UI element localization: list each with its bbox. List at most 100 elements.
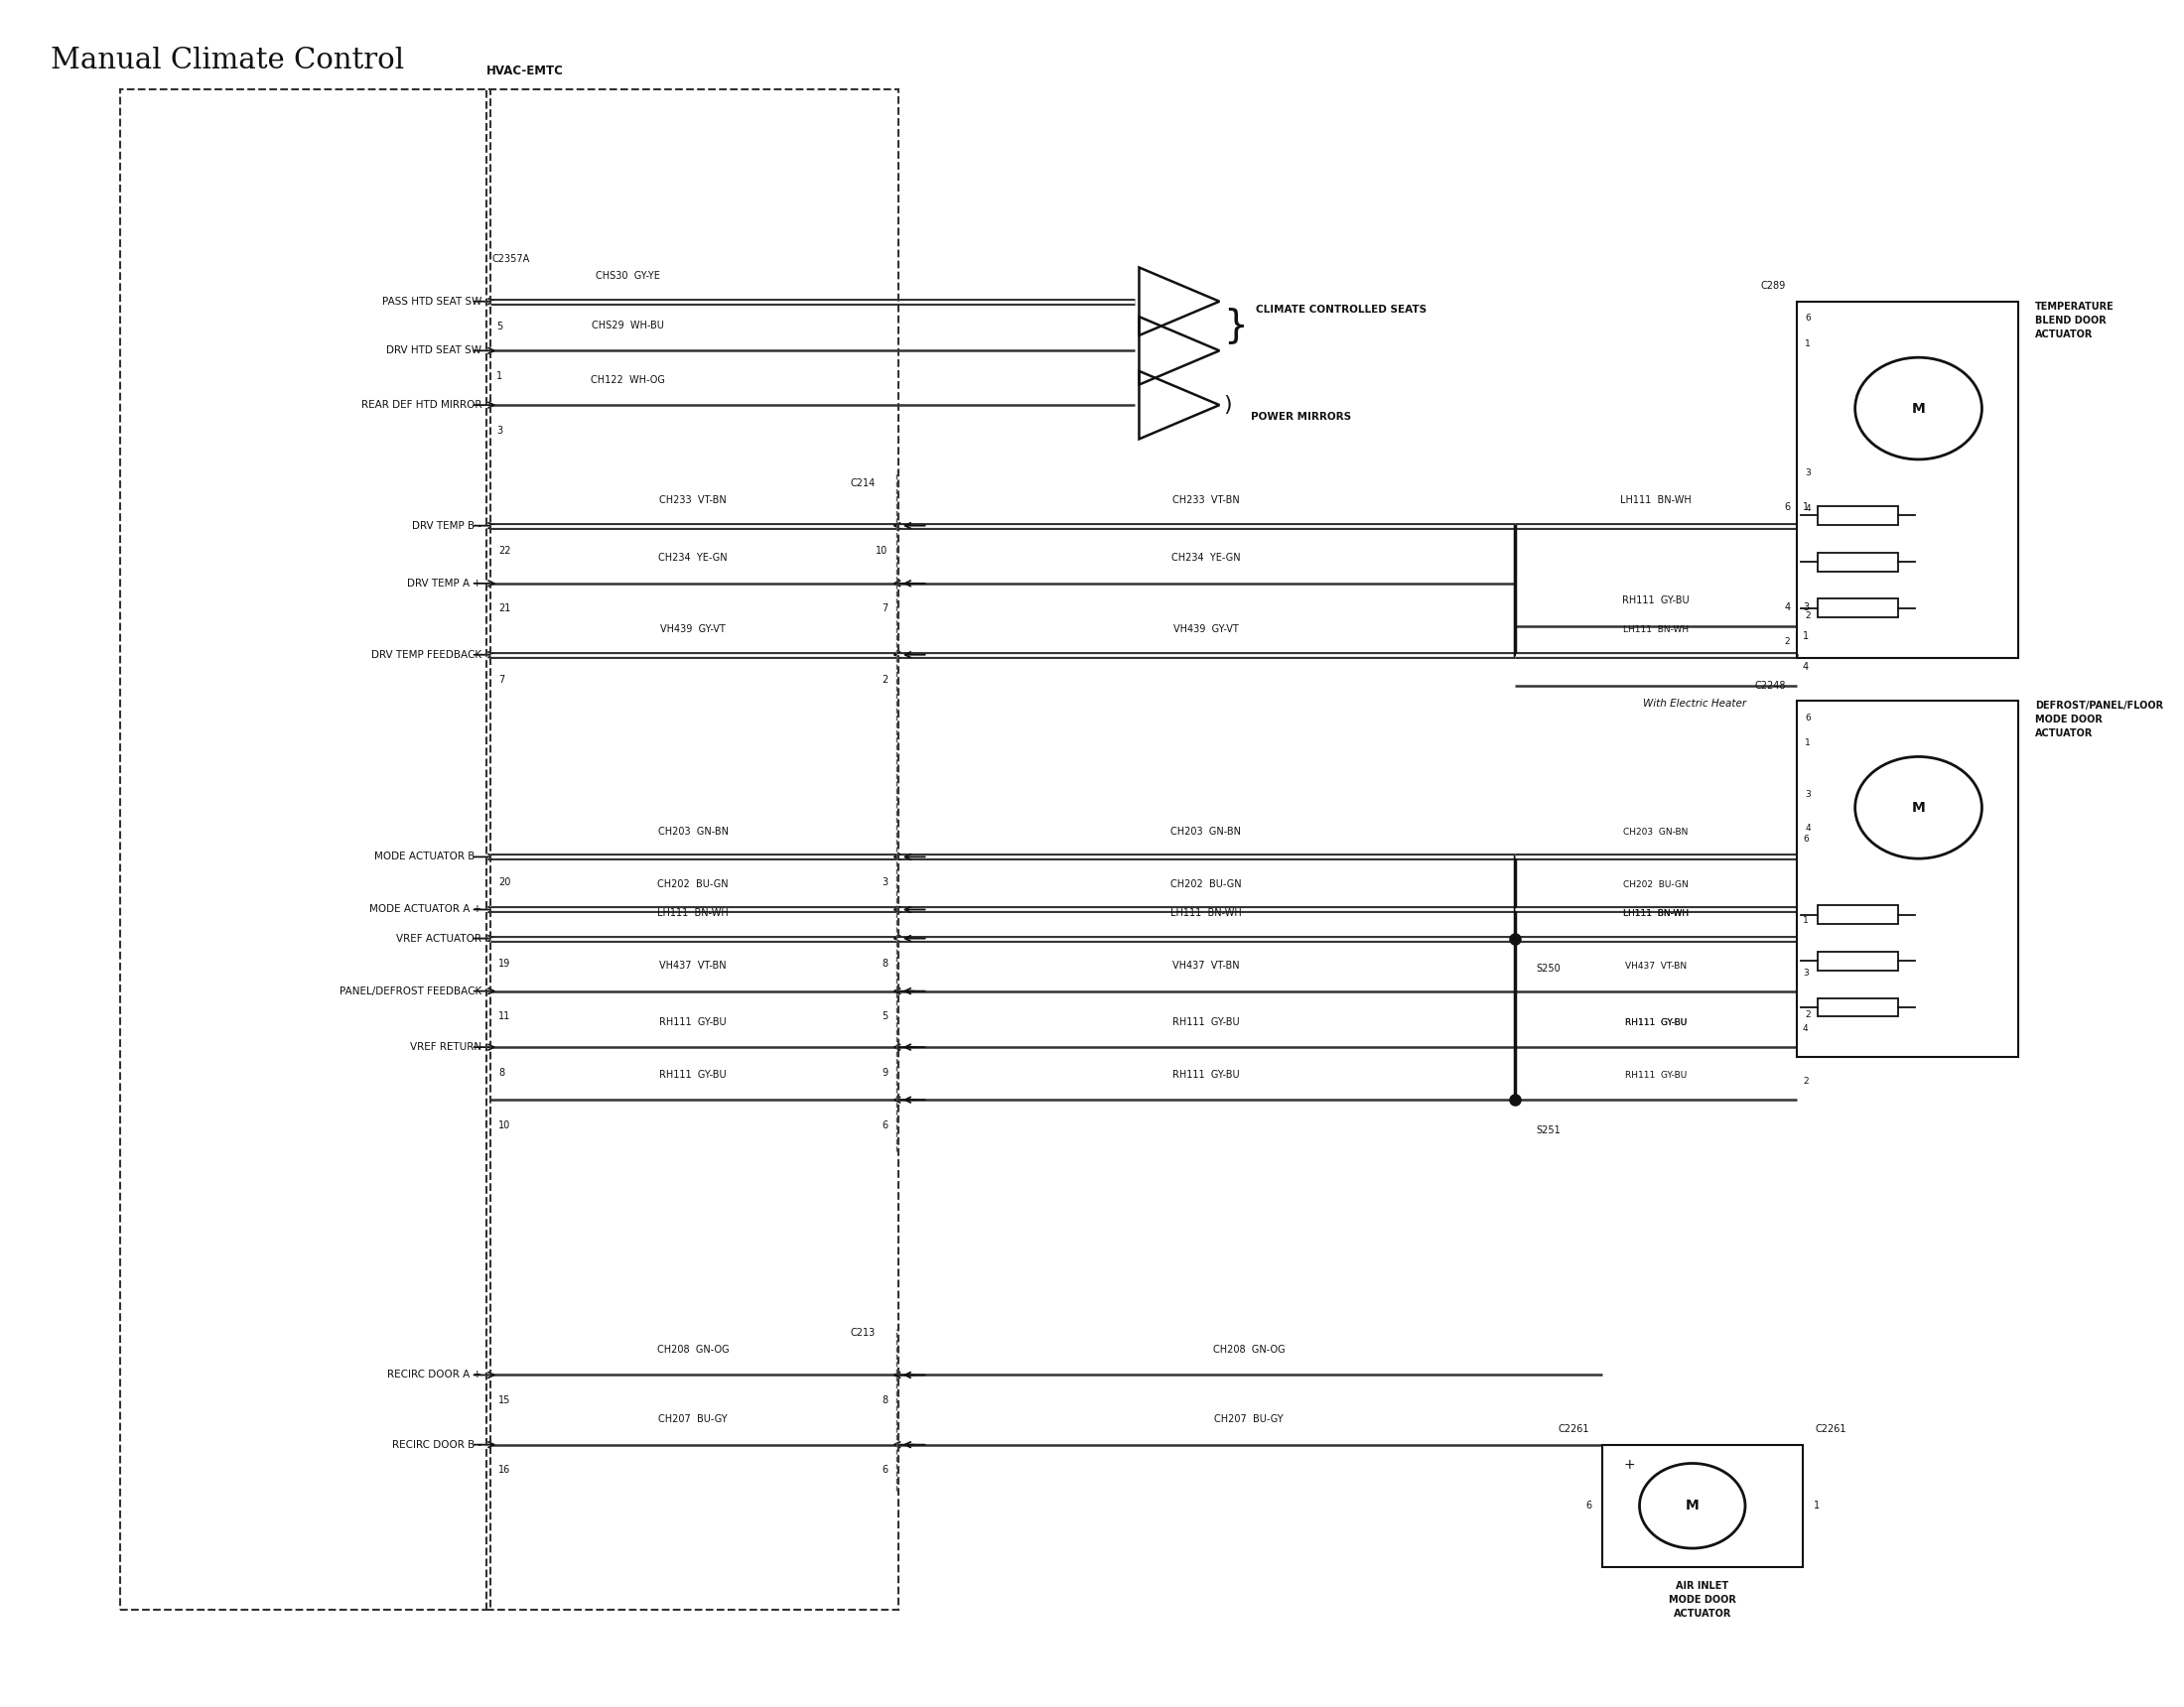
Text: LH111  BN-WH: LH111 BN-WH bbox=[1621, 495, 1690, 505]
Text: TEMPERATURE
BLEND DOOR
ACTUATOR: TEMPERATURE BLEND DOOR ACTUATOR bbox=[2035, 302, 2114, 340]
Text: S251: S251 bbox=[1538, 1125, 1562, 1135]
Text: 3: 3 bbox=[1802, 968, 1808, 978]
Text: M: M bbox=[1911, 801, 1926, 814]
Text: 3: 3 bbox=[496, 425, 502, 435]
Text: With Electric Heater: With Electric Heater bbox=[1642, 700, 1747, 708]
Text: CH202  BU-GN: CH202 BU-GN bbox=[1171, 879, 1241, 889]
Text: HVAC-EMTC: HVAC-EMTC bbox=[487, 65, 563, 77]
Text: 4: 4 bbox=[1802, 662, 1808, 673]
Text: C2261: C2261 bbox=[1557, 1425, 1590, 1434]
Text: ): ) bbox=[1223, 394, 1232, 415]
Text: RH111  GY-BU: RH111 GY-BU bbox=[1625, 1070, 1686, 1079]
Text: M: M bbox=[1686, 1499, 1699, 1512]
Text: RH111  GY-BU: RH111 GY-BU bbox=[1173, 1017, 1238, 1028]
Text: 3: 3 bbox=[882, 877, 887, 888]
Text: RECIRC DOOR B -: RECIRC DOOR B - bbox=[393, 1439, 483, 1449]
Text: C2357A: C2357A bbox=[491, 254, 531, 265]
Bar bbox=[1797, 700, 2018, 1057]
Text: 6: 6 bbox=[1804, 314, 1811, 323]
Bar bbox=[487, 89, 898, 1610]
Text: RH111  GY-BU: RH111 GY-BU bbox=[1625, 1017, 1686, 1028]
Text: CH207  BU-GY: CH207 BU-GY bbox=[1214, 1415, 1284, 1424]
Text: 2: 2 bbox=[1784, 637, 1791, 645]
Text: 6: 6 bbox=[882, 1120, 887, 1130]
Text: PASS HTD SEAT SW: PASS HTD SEAT SW bbox=[382, 297, 483, 306]
Text: 11: 11 bbox=[498, 1012, 511, 1021]
Text: POWER MIRRORS: POWER MIRRORS bbox=[1251, 411, 1352, 422]
Text: RH111  GY-BU: RH111 GY-BU bbox=[1173, 1070, 1238, 1079]
Text: 5: 5 bbox=[496, 323, 502, 331]
Text: M: M bbox=[1911, 401, 1926, 415]
Text: 3: 3 bbox=[1802, 603, 1808, 613]
Text: CH202  BU-GN: CH202 BU-GN bbox=[1623, 881, 1688, 889]
Text: VH437  VT-BN: VH437 VT-BN bbox=[1625, 961, 1686, 971]
Text: 5: 5 bbox=[882, 1012, 887, 1021]
Bar bbox=[1817, 953, 1898, 970]
Text: MODE ACTUATOR A +: MODE ACTUATOR A + bbox=[369, 905, 483, 915]
Text: 7: 7 bbox=[882, 604, 887, 615]
Text: LH111  BN-WH: LH111 BN-WH bbox=[657, 908, 729, 918]
Text: 3: 3 bbox=[1804, 790, 1811, 799]
Text: 6: 6 bbox=[882, 1465, 887, 1475]
Text: 6: 6 bbox=[1804, 714, 1811, 722]
Text: DRV TEMP FEEDBACK: DRV TEMP FEEDBACK bbox=[371, 650, 483, 659]
Text: CH203  GN-BN: CH203 GN-BN bbox=[1623, 828, 1688, 836]
Text: 6: 6 bbox=[1784, 502, 1791, 512]
Text: VREF RETURN: VREF RETURN bbox=[411, 1043, 483, 1052]
Text: CH122  WH-OG: CH122 WH-OG bbox=[590, 376, 664, 384]
Text: VH439  GY-VT: VH439 GY-VT bbox=[660, 625, 725, 635]
Text: 8: 8 bbox=[882, 1395, 887, 1405]
Text: LH111  BN-WH: LH111 BN-WH bbox=[1171, 908, 1241, 918]
Text: 4: 4 bbox=[1804, 823, 1811, 833]
Text: LH111  BN-WH: LH111 BN-WH bbox=[1623, 910, 1688, 918]
Text: C2248: C2248 bbox=[1754, 681, 1787, 690]
Text: LH111  BN-WH: LH111 BN-WH bbox=[1623, 910, 1688, 918]
Text: CHS29  WH-BU: CHS29 WH-BU bbox=[592, 321, 664, 329]
Bar bbox=[1797, 302, 2018, 659]
Text: CH207  BU-GY: CH207 BU-GY bbox=[660, 1415, 727, 1424]
Text: CH208  GN-OG: CH208 GN-OG bbox=[657, 1345, 729, 1355]
Text: DRV TEMP A +: DRV TEMP A + bbox=[408, 579, 483, 589]
Text: 22: 22 bbox=[498, 546, 511, 556]
Text: CH234  YE-GN: CH234 YE-GN bbox=[660, 553, 727, 563]
Text: 2: 2 bbox=[1804, 1011, 1811, 1019]
Text: C289: C289 bbox=[1760, 282, 1787, 292]
Text: LH111  BN-WH: LH111 BN-WH bbox=[1623, 625, 1688, 635]
Text: 19: 19 bbox=[498, 959, 511, 970]
Text: 4: 4 bbox=[1804, 504, 1811, 512]
Text: REAR DEF HTD MIRROR: REAR DEF HTD MIRROR bbox=[360, 399, 483, 410]
Text: 10: 10 bbox=[498, 1120, 511, 1130]
Text: CH208  GN-OG: CH208 GN-OG bbox=[1212, 1345, 1284, 1355]
Text: 10: 10 bbox=[876, 546, 887, 556]
Text: VH439  GY-VT: VH439 GY-VT bbox=[1173, 625, 1238, 635]
Text: 21: 21 bbox=[498, 604, 511, 615]
Text: VH437  VT-BN: VH437 VT-BN bbox=[660, 961, 727, 971]
Text: 7: 7 bbox=[498, 676, 505, 685]
Bar bbox=[1817, 999, 1898, 1017]
Text: 1: 1 bbox=[1804, 340, 1811, 348]
Text: S250: S250 bbox=[1538, 964, 1562, 973]
Bar bbox=[1817, 553, 1898, 572]
Text: PANEL/DEFROST FEEDBACK: PANEL/DEFROST FEEDBACK bbox=[339, 987, 483, 997]
Text: CLIMATE CONTROLLED SEATS: CLIMATE CONTROLLED SEATS bbox=[1256, 306, 1426, 314]
Text: }: } bbox=[1223, 306, 1249, 345]
Text: RH111  GY-BU: RH111 GY-BU bbox=[1623, 596, 1690, 606]
Text: 1: 1 bbox=[496, 370, 502, 381]
Text: DEFROST/PANEL/FLOOR
MODE DOOR
ACTUATOR: DEFROST/PANEL/FLOOR MODE DOOR ACTUATOR bbox=[2035, 700, 2164, 739]
Text: 1: 1 bbox=[1802, 502, 1808, 512]
Text: DRV TEMP B -: DRV TEMP B - bbox=[413, 521, 483, 531]
Text: 2: 2 bbox=[1802, 1077, 1808, 1086]
Text: RH111  GY-BU: RH111 GY-BU bbox=[1625, 1017, 1686, 1028]
Text: 4: 4 bbox=[1802, 1024, 1808, 1033]
Text: 16: 16 bbox=[498, 1465, 511, 1475]
Bar bbox=[1603, 1444, 1802, 1567]
Bar bbox=[1817, 905, 1898, 923]
Text: 6: 6 bbox=[1802, 835, 1808, 843]
Text: 8: 8 bbox=[498, 1067, 505, 1077]
Text: MODE ACTUATOR B -: MODE ACTUATOR B - bbox=[373, 852, 483, 862]
Text: 8: 8 bbox=[882, 959, 887, 970]
Text: 4: 4 bbox=[1784, 603, 1791, 613]
Text: RH111  GY-BU: RH111 GY-BU bbox=[660, 1017, 727, 1028]
Text: C2261: C2261 bbox=[1815, 1425, 1848, 1434]
Text: CH234  YE-GN: CH234 YE-GN bbox=[1171, 553, 1241, 563]
